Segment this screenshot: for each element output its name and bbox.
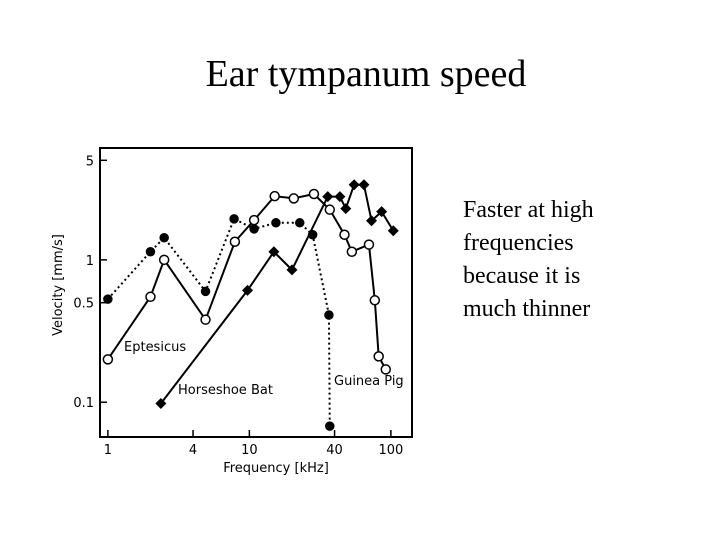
diamond-marker <box>358 179 370 191</box>
circle-marker <box>248 214 260 226</box>
y-axis-label: Velocity [mm/s] <box>51 234 66 336</box>
circle-marker <box>200 286 211 297</box>
body-text: much thinner <box>463 296 590 322</box>
circle-marker <box>229 236 241 247</box>
circle-marker <box>158 254 170 266</box>
x-tick-label: 100 <box>378 443 403 458</box>
y-tick-label: 1 <box>86 254 94 269</box>
diamond-marker <box>376 206 388 218</box>
circle-marker <box>324 310 334 320</box>
x-tick-label: 4 <box>189 443 197 458</box>
circle-marker <box>102 354 114 365</box>
body-text: Faster at high <box>463 197 594 223</box>
circle-marker <box>229 214 239 224</box>
circle-marker <box>295 218 305 228</box>
series-label: Eptesicus <box>124 340 186 355</box>
diamond-marker <box>286 264 298 276</box>
plot-frame <box>99 147 413 438</box>
circle-marker <box>159 232 169 243</box>
circle-marker <box>145 291 156 303</box>
series-label: Guinea Pig <box>334 374 404 389</box>
diamond-marker <box>322 191 334 203</box>
y-tick-label: 0.1 <box>73 396 94 411</box>
diamond-marker <box>348 179 360 191</box>
diamond-marker <box>268 246 280 258</box>
circle-marker <box>103 294 113 304</box>
x-tick-label: 40 <box>326 443 343 458</box>
circle-marker <box>325 421 335 431</box>
diamond-marker <box>340 203 352 215</box>
circle-marker <box>200 314 211 325</box>
diamond-marker <box>387 225 399 237</box>
series-line <box>160 183 395 405</box>
diamond-marker <box>334 191 346 203</box>
body-text: because it is <box>463 263 580 289</box>
slide-title: Ear tympanum speed <box>206 53 527 95</box>
series-line <box>107 192 387 370</box>
diamond-marker <box>155 397 167 409</box>
circle-marker <box>249 224 259 234</box>
circle-marker <box>373 351 384 362</box>
circle-marker <box>346 246 358 257</box>
circle-marker <box>363 239 375 250</box>
circle-marker <box>145 246 156 257</box>
circle-marker <box>271 218 281 228</box>
y-tick-label: 5 <box>86 154 94 169</box>
x-tick-label: 10 <box>241 443 258 458</box>
circle-marker <box>380 364 392 375</box>
x-tick-label: 1 <box>104 443 112 458</box>
circle-marker <box>308 188 320 200</box>
circle-marker <box>288 193 300 204</box>
body-text: frequencies <box>463 230 574 256</box>
diamond-marker <box>241 284 253 296</box>
circle-marker <box>369 295 381 306</box>
x-axis-label: Frequency [kHz] <box>223 461 329 476</box>
circle-marker <box>339 229 350 241</box>
y-tick-label: 0.5 <box>73 297 94 312</box>
circle-marker <box>269 190 280 202</box>
series-label: Horseshoe Bat <box>178 383 273 398</box>
circle-marker <box>307 230 318 240</box>
diamond-marker <box>366 215 378 227</box>
circle-marker <box>324 204 336 215</box>
